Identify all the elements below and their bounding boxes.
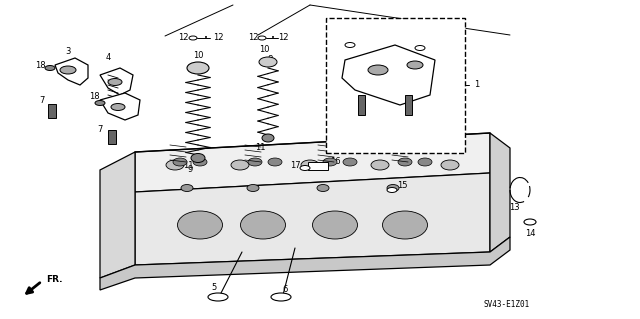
Ellipse shape	[262, 134, 274, 142]
Circle shape	[258, 36, 266, 40]
Text: 4: 4	[106, 54, 111, 63]
Text: 11: 11	[183, 160, 193, 169]
Ellipse shape	[343, 158, 357, 166]
Ellipse shape	[248, 158, 262, 166]
Text: 18: 18	[89, 93, 99, 101]
Ellipse shape	[247, 184, 259, 191]
Text: 12: 12	[178, 33, 188, 42]
Circle shape	[387, 188, 397, 192]
Text: 2: 2	[122, 84, 127, 93]
Ellipse shape	[193, 158, 207, 166]
Text: 18: 18	[338, 38, 348, 47]
Text: •: •	[271, 35, 275, 41]
Ellipse shape	[191, 153, 205, 162]
Polygon shape	[135, 133, 490, 192]
Ellipse shape	[173, 158, 187, 166]
Text: 1: 1	[474, 80, 479, 90]
Circle shape	[111, 103, 125, 110]
Text: 14: 14	[525, 229, 535, 239]
Circle shape	[368, 65, 388, 75]
Text: 6: 6	[282, 286, 288, 294]
Text: 9: 9	[188, 166, 193, 174]
Text: •: •	[204, 35, 208, 41]
Circle shape	[407, 61, 423, 69]
Text: 12: 12	[212, 33, 223, 42]
Text: 10: 10	[193, 50, 204, 60]
Circle shape	[108, 78, 122, 85]
Text: 11: 11	[255, 144, 265, 152]
Ellipse shape	[208, 293, 228, 301]
Ellipse shape	[371, 160, 389, 170]
Ellipse shape	[181, 184, 193, 191]
Text: 18: 18	[427, 41, 437, 49]
Circle shape	[345, 42, 355, 48]
Polygon shape	[358, 95, 365, 115]
Text: FR.: FR.	[46, 275, 63, 284]
Text: 7: 7	[39, 95, 45, 105]
Ellipse shape	[187, 62, 209, 74]
Text: 10: 10	[259, 46, 269, 55]
Text: 7: 7	[357, 121, 363, 130]
Text: 3: 3	[65, 48, 70, 56]
Polygon shape	[342, 45, 435, 105]
Polygon shape	[135, 173, 490, 265]
Polygon shape	[308, 162, 328, 170]
Ellipse shape	[177, 211, 223, 239]
Text: 7: 7	[412, 121, 418, 130]
Ellipse shape	[259, 57, 277, 67]
Circle shape	[45, 65, 55, 70]
Text: 13: 13	[509, 204, 519, 212]
Text: 5: 5	[211, 284, 216, 293]
Polygon shape	[108, 130, 116, 144]
Ellipse shape	[387, 184, 399, 191]
Text: 8: 8	[268, 56, 273, 64]
Polygon shape	[55, 58, 88, 85]
Ellipse shape	[398, 158, 412, 166]
Polygon shape	[48, 104, 56, 118]
Text: 15: 15	[397, 181, 407, 189]
Circle shape	[95, 100, 105, 106]
Text: 16: 16	[330, 158, 340, 167]
Text: 12: 12	[248, 33, 259, 42]
Polygon shape	[100, 93, 140, 120]
Circle shape	[189, 36, 197, 40]
Polygon shape	[100, 237, 510, 290]
Circle shape	[524, 219, 536, 225]
Polygon shape	[100, 68, 133, 95]
Ellipse shape	[166, 160, 184, 170]
Polygon shape	[490, 133, 510, 252]
FancyBboxPatch shape	[326, 18, 465, 153]
Ellipse shape	[301, 160, 319, 170]
Ellipse shape	[241, 211, 285, 239]
Ellipse shape	[317, 184, 329, 191]
Text: 12: 12	[278, 33, 288, 42]
Circle shape	[300, 166, 310, 170]
Text: 7: 7	[97, 125, 102, 135]
Polygon shape	[405, 95, 412, 115]
Text: 18: 18	[35, 62, 45, 70]
Circle shape	[415, 46, 425, 50]
Text: SV43-E1Z01: SV43-E1Z01	[483, 300, 529, 309]
Ellipse shape	[418, 158, 432, 166]
Text: 17: 17	[290, 160, 300, 169]
Ellipse shape	[268, 158, 282, 166]
Ellipse shape	[441, 160, 459, 170]
Ellipse shape	[323, 158, 337, 166]
Polygon shape	[100, 152, 135, 278]
Ellipse shape	[383, 211, 428, 239]
Ellipse shape	[231, 160, 249, 170]
Ellipse shape	[312, 211, 358, 239]
Circle shape	[60, 66, 76, 74]
Ellipse shape	[271, 293, 291, 301]
